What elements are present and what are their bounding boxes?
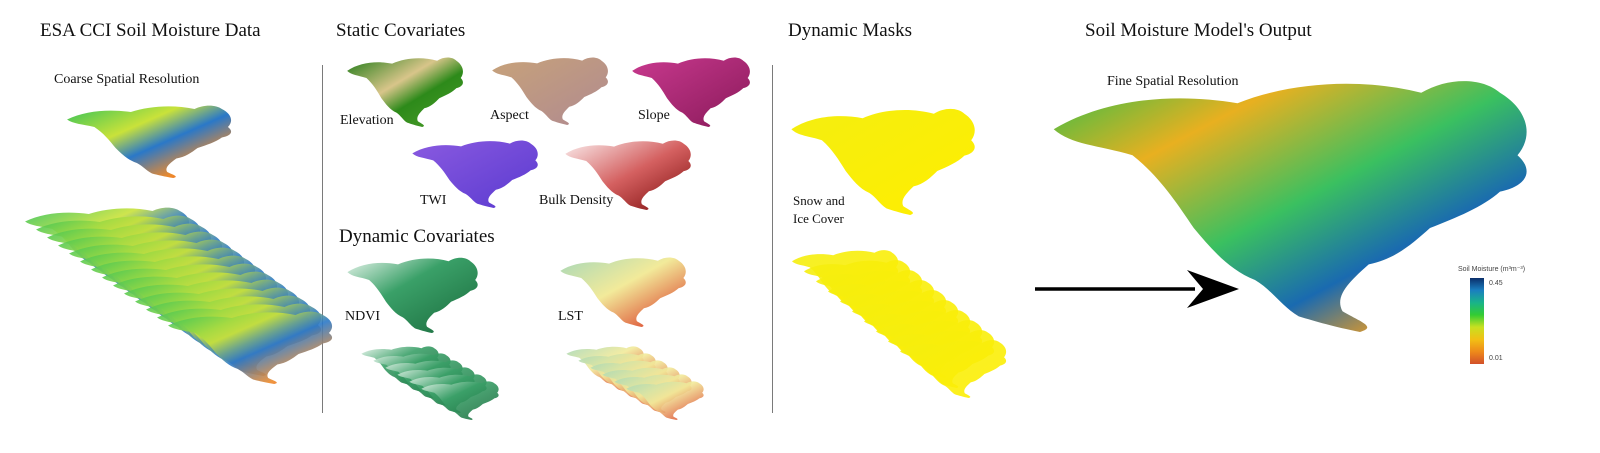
snow-ice-stack (791, 250, 1007, 398)
ndvi-stack (361, 346, 499, 420)
label-ndvi: NDVI (345, 309, 380, 324)
divider-right (772, 65, 773, 413)
colorbar (1470, 278, 1484, 364)
dynamic-covariates-title: Dynamic Covariates (339, 226, 495, 247)
static-title: Static Covariates (336, 20, 466, 41)
esa-stack-layer (168, 311, 333, 384)
lst-stack-layer (626, 381, 704, 420)
label-snow-ice-line2: Ice Cover (793, 211, 844, 226)
output-title: Soil Moisture Model's Output (1085, 20, 1312, 41)
masks-title: Dynamic Masks (788, 20, 913, 41)
colorbar-min: 0.01 (1489, 355, 1503, 362)
label-twi: TWI (420, 193, 447, 208)
arrow-icon (1035, 270, 1239, 308)
label-snow-ice-line1: Snow and (793, 193, 845, 208)
label-slope: Slope (638, 108, 670, 123)
esa-subtitle: Coarse Spatial Resolution (54, 72, 200, 87)
divider-left (322, 65, 323, 413)
label-bulk-density: Bulk Density (539, 193, 614, 208)
label-snow-ice: Snow and Ice Cover (793, 192, 845, 228)
esa-title: ESA CCI Soil Moisture Data (40, 20, 261, 41)
lst-stack (566, 346, 704, 420)
output-map (1053, 81, 1527, 332)
label-lst: LST (558, 309, 583, 324)
colorbar-title: Soil Moisture (m³m⁻³) (1458, 266, 1526, 273)
colorbar-max: 0.45 (1489, 280, 1503, 287)
label-elevation: Elevation (340, 113, 394, 128)
output-subtitle: Fine Spatial Resolution (1107, 74, 1239, 89)
label-aspect: Aspect (490, 108, 529, 123)
esa-map (67, 105, 232, 178)
ndvi-stack-layer (421, 381, 499, 420)
snow-stack-layer (899, 340, 1007, 398)
esa-stack (25, 207, 333, 384)
